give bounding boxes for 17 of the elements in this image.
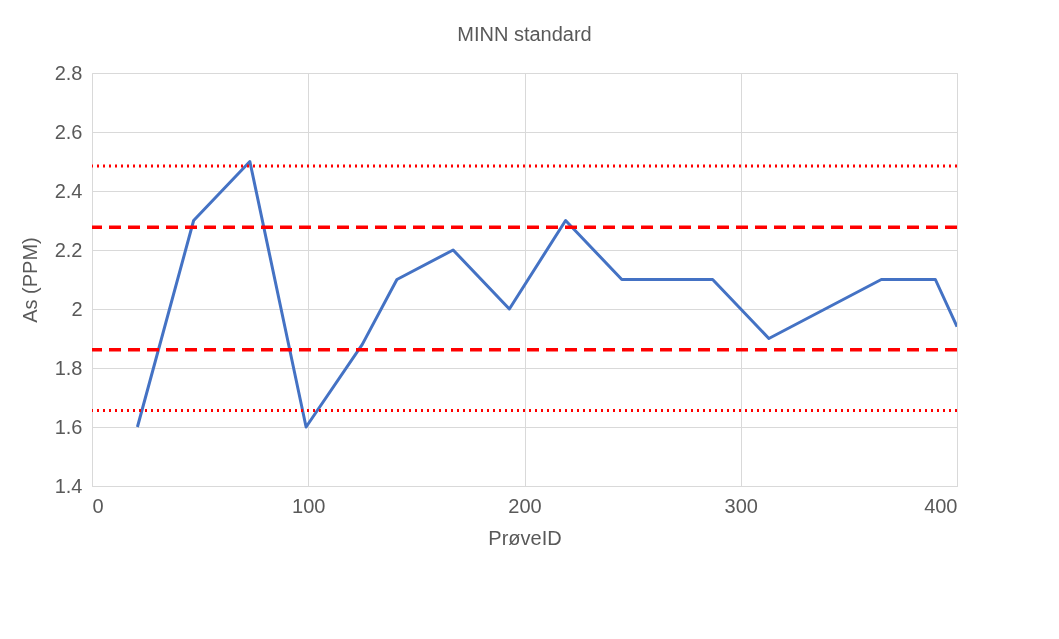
- y-tick-label: 2.4: [54, 179, 83, 202]
- y-tick-label: 1.4: [54, 474, 83, 497]
- y-tick-label: 2.8: [54, 61, 83, 84]
- y-tick-label: 1.8: [54, 356, 83, 379]
- x-tick-label: 300: [724, 494, 758, 517]
- y-tick-label: 2: [71, 297, 83, 320]
- line-series: [135, 160, 957, 429]
- y-tick-label: 2.6: [54, 120, 83, 143]
- x-tick-label: 200: [508, 494, 542, 517]
- x-axis-title: PrøveID: [488, 526, 562, 549]
- y-tick-label: 2.2: [54, 238, 83, 261]
- y-tick-label: 1.6: [54, 415, 83, 438]
- x-tick-label: 100: [292, 494, 326, 517]
- x-tick-label: 0: [92, 494, 104, 517]
- y-axis-title: As (PPM): [18, 237, 41, 323]
- chart-title: MINN standard: [457, 23, 592, 45]
- x-tick-label: 400: [924, 494, 958, 517]
